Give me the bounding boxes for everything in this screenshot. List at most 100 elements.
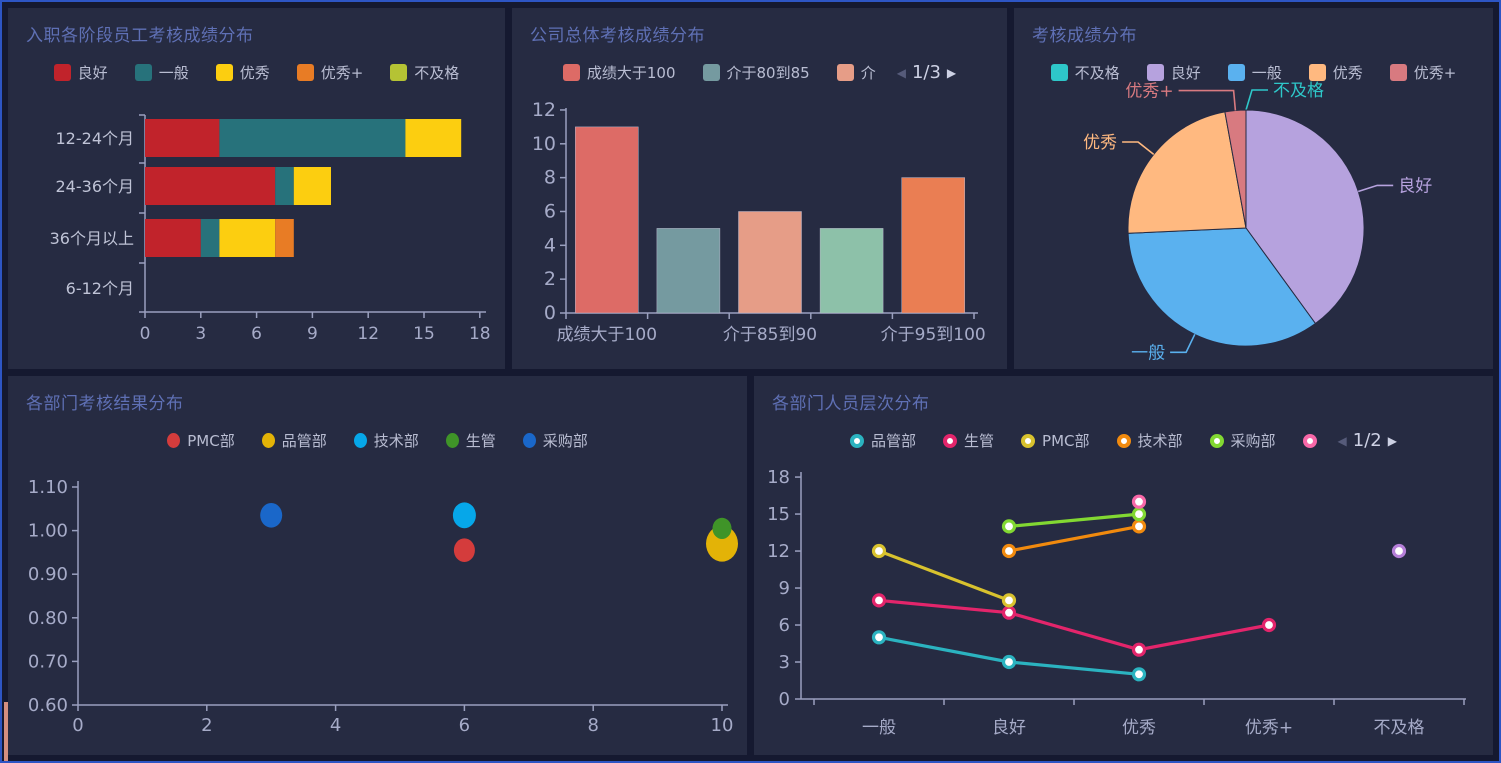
legend-item-unlabeled[interactable]	[1302, 433, 1317, 448]
legend-item-label: 生管	[465, 432, 496, 450]
bar-成绩大于100[interactable]	[575, 126, 639, 314]
line-point-PMC部[interactable]	[1001, 593, 1017, 608]
stacked-bar-chart[interactable]: 0 3 6 9 12 15 18 12-24个月 24-36个月 36个月以上 6-12个月	[8, 103, 505, 369]
legend-marker-icon	[1227, 64, 1245, 81]
bar-介于80到85[interactable]	[656, 228, 721, 314]
line-point-PMC部[interactable]	[871, 543, 887, 559]
legend-item-优秀+[interactable]: 优秀+	[296, 62, 363, 83]
legend-pager-next-icon[interactable]: ▶	[1387, 433, 1397, 448]
axis-tick-label: 0	[72, 715, 83, 736]
bar-segment-36个月以上-优秀+[interactable]	[275, 219, 294, 257]
scatter-chart[interactable]: 0.60 0.70 0.80 0.90 1.00 1.10 0 2 4 6 8 10	[8, 463, 747, 755]
panel-department-levels: 各部门人员层次分布 品管部 生管 PMC部 技术部 采购部 ◀ 1/2 ▶ 0 3 6 9 12 15 1…	[754, 376, 1493, 755]
legend-item-label: 介	[860, 64, 876, 82]
line-point-extra[interactable]	[1131, 494, 1147, 509]
legend-marker-icon	[943, 433, 958, 448]
legend-item-优秀+[interactable]: 优秀+	[1389, 62, 1456, 83]
bar-segment-24-36个月-一般[interactable]	[275, 167, 294, 205]
bar-segment-12-24个月-优秀[interactable]	[405, 119, 462, 157]
legend-marker-icon	[215, 64, 233, 81]
bar-介于90到95[interactable]	[819, 228, 884, 314]
scatter-point-生管[interactable]	[712, 517, 732, 539]
legend-marker-icon	[1209, 433, 1224, 448]
legend-stage-scores: 良好 一般 优秀 优秀+ 不及格	[8, 62, 505, 83]
legend-marker-icon	[702, 64, 720, 81]
legend-item-良好[interactable]: 良好	[53, 62, 108, 83]
axis-tick-label: 15	[413, 324, 435, 344]
line-point-品管部[interactable]	[1131, 667, 1147, 682]
bar-segment-36个月以上-优秀[interactable]	[219, 219, 276, 257]
bar-介于95到100[interactable]	[901, 177, 965, 314]
legend-pager-page: 1/3	[911, 62, 941, 83]
line-series-技术部[interactable]	[1008, 524, 1140, 553]
axis-tick-label: 0	[779, 689, 790, 710]
x-category-label: 优秀+	[1245, 718, 1293, 738]
legend-pager-next-icon[interactable]: ▶	[946, 65, 957, 80]
legend-pager-prev-icon[interactable]: ◀	[1337, 433, 1347, 448]
line-series-采购部[interactable]	[1008, 512, 1140, 528]
legend-marker-icon	[445, 433, 459, 448]
line-chart[interactable]: 0 3 6 9 12 15 18 一般 良好 优秀 优秀+ 不及格	[754, 460, 1493, 755]
legend-item-一般[interactable]: 一般	[1227, 62, 1282, 83]
line-point-生管[interactable]	[1261, 617, 1277, 633]
chart-title-overall-scores: 公司总体考核成绩分布	[530, 26, 705, 46]
legend-item-一般[interactable]: 一般	[134, 62, 189, 83]
bar-segment-36个月以上-一般[interactable]	[200, 219, 220, 257]
legend-item-label: 成绩大于100	[586, 64, 676, 82]
legend-item-品管部[interactable]: 品管部	[850, 430, 916, 451]
legend-item-良好[interactable]: 良好	[1146, 62, 1201, 83]
legend-item-采购部[interactable]: 采购部	[522, 430, 588, 451]
legend-item-不及格[interactable]: 不及格	[1050, 62, 1120, 83]
pie-slice-优秀[interactable]	[1127, 111, 1247, 234]
legend-item-技术部[interactable]: 技术部	[353, 430, 419, 451]
line-point-extra[interactable]	[1391, 543, 1407, 559]
legend-item-PMC部[interactable]: PMC部	[1021, 430, 1090, 451]
pie-label-良好: 良好	[1398, 176, 1432, 196]
legend-item-生管[interactable]: 生管	[943, 430, 994, 451]
line-point-采购部[interactable]	[1131, 506, 1147, 522]
legend-pager-prev-icon[interactable]: ◀	[896, 65, 906, 80]
axis-tick-label: 18	[469, 324, 491, 344]
line-point-技术部[interactable]	[1001, 543, 1017, 559]
axis-tick-label: 4	[330, 715, 341, 736]
scatter-point-技术部[interactable]	[452, 502, 476, 529]
legend-item-介[interactable]: 介	[836, 62, 876, 83]
legend-item-采购部[interactable]: 采购部	[1209, 430, 1276, 451]
line-series-生管[interactable]	[878, 598, 1270, 652]
bar-segment-24-36个月-优秀[interactable]	[293, 167, 331, 205]
line-point-技术部[interactable]	[1131, 519, 1147, 534]
legend-item-优秀[interactable]: 优秀	[1308, 62, 1363, 83]
axis-tick-label: 6	[779, 615, 790, 636]
legend-item-成绩大于100[interactable]: 成绩大于100	[562, 62, 676, 83]
bar-segment-12-24个月-一般[interactable]	[219, 119, 406, 157]
line-series-PMC部[interactable]	[878, 549, 1010, 602]
line-point-生管[interactable]	[871, 593, 887, 608]
line-point-采购部[interactable]	[1001, 519, 1017, 534]
bar-segment-24-36个月-良好[interactable]	[145, 167, 276, 205]
bar-segment-36个月以上-良好[interactable]	[145, 219, 201, 257]
line-point-品管部[interactable]	[871, 630, 887, 645]
scatter-point-品管部[interactable]	[706, 525, 738, 562]
legend-item-品管部[interactable]: 品管部	[261, 430, 327, 451]
legend-item-技术部[interactable]: 技术部	[1116, 430, 1183, 451]
line-point-生管[interactable]	[1001, 605, 1017, 620]
legend-item-不及格[interactable]: 不及格	[390, 62, 459, 83]
legend-item-PMC部[interactable]: PMC部	[167, 430, 235, 451]
bar-介于85到90[interactable]	[738, 211, 802, 314]
chart-title-stage-scores: 入职各阶段员工考核成绩分布	[26, 26, 254, 46]
legend-item-生管[interactable]: 生管	[445, 430, 496, 451]
legend-item-label: 技术部	[373, 432, 419, 450]
axis-tick-label: 9	[779, 578, 790, 599]
chart-title-score-pie: 考核成绩分布	[1032, 26, 1137, 46]
axis-tick-label: 3	[779, 652, 790, 673]
legend-item-优秀[interactable]: 优秀	[215, 62, 270, 83]
line-point-品管部[interactable]	[1001, 654, 1017, 670]
legend-overall-scores: 成绩大于100 介于80到85 介 ◀ 1/3 ▶	[512, 62, 1007, 83]
bar-segment-12-24个月-良好[interactable]	[145, 119, 220, 157]
scatter-point-采购部[interactable]	[260, 503, 283, 528]
line-point-生管[interactable]	[1131, 642, 1147, 657]
legend-item-介于80到85[interactable]: 介于80到85	[702, 62, 810, 83]
bar-chart[interactable]: 0 2 4 6 8 10 12 成绩大于100 介于85到90 介于95到100	[512, 100, 1007, 369]
scatter-point-PMC部[interactable]	[453, 538, 475, 562]
